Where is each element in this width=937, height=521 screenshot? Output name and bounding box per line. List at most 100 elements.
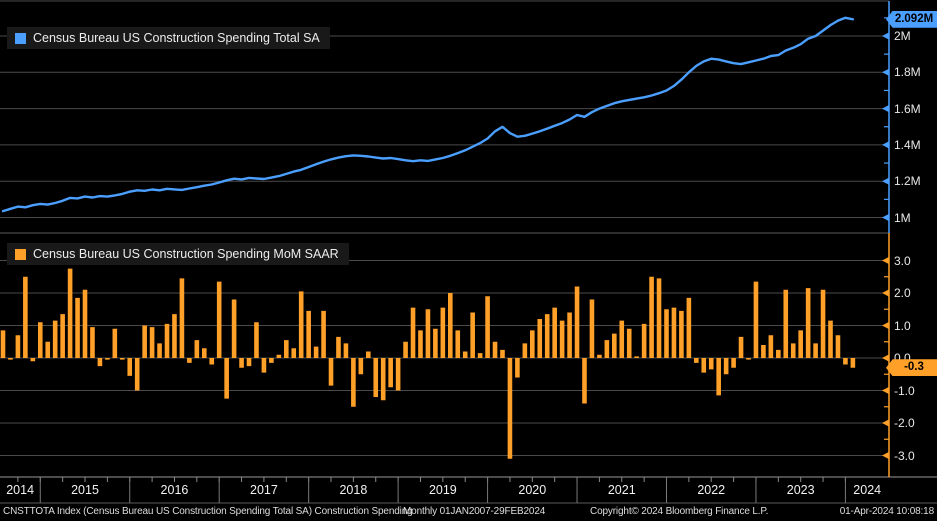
x-axis-year-label: 2024 (853, 483, 882, 497)
footer-copyright: Copyright© 2024 Bloomberg Finance L.P. (590, 506, 769, 517)
mom-bar (179, 278, 185, 358)
mom-bar (686, 297, 692, 358)
mom-bar (60, 314, 65, 358)
y-axis-tick-label: 1M (894, 210, 911, 225)
mom-bar (261, 358, 267, 373)
mom-bar (343, 343, 349, 358)
mom-bar (410, 307, 416, 358)
mom-bar (761, 345, 766, 358)
axis-tick-arrow-icon (882, 141, 889, 149)
mom-bar (462, 351, 468, 358)
mom-bar (246, 358, 252, 367)
legend-swatch-orange-icon (15, 248, 26, 260)
mom-bar (448, 293, 453, 358)
x-axis-year-label: 2019 (428, 483, 457, 497)
mom-bar (440, 307, 446, 358)
last-value-badge-total: 2.092M (886, 10, 937, 28)
mom-bar (597, 354, 602, 358)
mom-bar (790, 343, 796, 358)
y-axis-tick-label: 2.0 (894, 286, 911, 300)
mom-bar (328, 358, 334, 386)
mom-bar (679, 310, 684, 358)
mom-bar (433, 328, 438, 358)
mom-bar (224, 358, 229, 399)
mom-bar (164, 323, 170, 358)
mom-bar (649, 276, 654, 358)
mom-bar (172, 314, 177, 358)
mom-bar (708, 358, 714, 370)
y-axis-tick-label: 1.4M (894, 137, 921, 152)
mom-bar (641, 323, 647, 358)
mom-bar (321, 310, 326, 358)
x-axis-year-label: 2017 (250, 483, 278, 497)
mom-bar (119, 358, 125, 360)
mom-bar (216, 281, 222, 358)
mom-bar (619, 320, 625, 358)
mom-bar (142, 325, 147, 358)
mom-bar (716, 358, 721, 396)
mom-bar (515, 358, 520, 378)
mom-bar (157, 343, 162, 358)
mom-bar (694, 358, 699, 363)
y-axis-tick-label: -3.0 (894, 448, 915, 463)
last-value-badge-mom: -0.3 (886, 359, 937, 377)
mom-bar (507, 358, 513, 459)
mom-bar (738, 336, 744, 358)
mom-bar (813, 343, 818, 358)
mom-bar (418, 330, 423, 358)
x-axis-year-label: 2016 (160, 483, 189, 497)
x-axis-year-label: 2014 (6, 483, 35, 497)
axis-tick-arrow-icon (882, 321, 889, 330)
x-axis-year-label: 2020 (518, 483, 547, 497)
mom-bar (380, 358, 386, 401)
mom-bar (23, 276, 28, 358)
axis-tick-arrow-icon (882, 213, 889, 222)
mom-bar (97, 358, 103, 367)
mom-bar (306, 310, 311, 358)
legend-bottom-series[interactable]: Census Bureau US Construction Spending M… (7, 243, 349, 265)
mom-bar (127, 358, 133, 376)
mom-bar (544, 314, 550, 358)
axis-tick-arrow-icon (882, 386, 889, 395)
mom-bar (537, 319, 543, 358)
mom-bar (90, 327, 95, 358)
axis-tick-arrow-icon (882, 419, 889, 427)
axis-tick-arrow-icon (882, 105, 889, 113)
legend-top-series[interactable]: Census Bureau US Construction Spending T… (7, 27, 330, 49)
mom-bar (112, 328, 118, 358)
mom-bar (477, 353, 483, 358)
axis-tick-arrow-icon (882, 354, 889, 362)
footer-timestamp: 01-Apr-2024 10:08:18 (839, 506, 934, 517)
mom-bar (828, 320, 833, 358)
mom-bar (820, 289, 826, 358)
mom-bar (373, 358, 379, 397)
y-axis-tick-label: 2M (894, 29, 911, 43)
footer-period: Monthly 01JAN2007-29FEB2024 (403, 506, 546, 517)
axis-tick-arrow-icon (882, 289, 889, 297)
mom-bar (269, 358, 274, 363)
mom-bar (67, 268, 73, 358)
mom-bar (425, 309, 431, 358)
mom-bar (783, 289, 789, 358)
mom-bar (612, 333, 617, 358)
mom-bar (187, 358, 192, 363)
legend-top-label: Census Bureau US Construction Spending T… (33, 31, 320, 45)
mom-bar (455, 330, 461, 358)
mom-bar (522, 343, 528, 358)
mom-bar (365, 351, 371, 358)
y-axis-tick-label: 1.6M (894, 101, 921, 116)
mom-bar (15, 335, 21, 358)
mom-bar (134, 358, 140, 391)
mom-bar (194, 340, 200, 358)
axis-tick-arrow-icon (882, 177, 889, 185)
x-axis-year-label: 2023 (786, 483, 815, 497)
mom-bar (530, 330, 535, 358)
mom-bar (298, 291, 304, 358)
mom-bar (805, 288, 811, 358)
mom-bar (723, 358, 729, 375)
y-axis-tick-label: -2.0 (894, 416, 915, 430)
mom-bar (567, 312, 572, 358)
x-axis-year-label: 2022 (697, 483, 726, 497)
